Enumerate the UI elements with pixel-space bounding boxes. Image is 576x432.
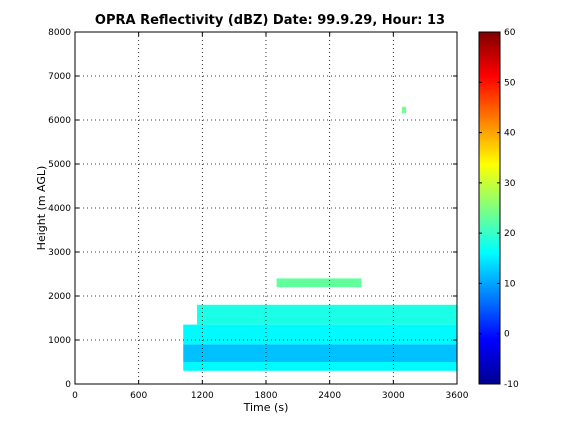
colorbar-tick-label: 50: [504, 78, 516, 88]
x-tick-label: 600: [130, 391, 147, 401]
colorbar-ticks: -10 0 10 20 30 40 50 60: [479, 28, 519, 390]
y-tick-label: 6000: [48, 116, 71, 126]
x-axis-label: Time (s): [243, 401, 289, 414]
y-axis-ticks: 0 1000 2000 3000 4000 5000 6000 7000 8000: [48, 28, 457, 390]
colorbar-tick-label: 60: [504, 28, 516, 38]
heatmap-cell: [276, 278, 362, 288]
colorbar-tick-label: 10: [504, 279, 516, 289]
heatmap-cell: [197, 304, 457, 325]
x-tick-label: 1200: [191, 391, 214, 401]
y-tick-label: 3000: [48, 248, 71, 258]
heatmap-cell: [183, 362, 457, 371]
colorbar: [478, 31, 501, 385]
colorbar-tick-label: 20: [504, 229, 516, 239]
x-tick-label: 3000: [382, 391, 405, 401]
y-tick-label: 8000: [48, 28, 71, 38]
heatmap-cells: [183, 106, 457, 371]
heatmap-cell: [401, 106, 407, 114]
heatmap-cell: [183, 344, 457, 362]
x-tick-label: 1800: [255, 391, 278, 401]
y-tick-label: 2000: [48, 292, 71, 302]
heatmap-cell: [183, 324, 457, 345]
y-tick-label: 7000: [48, 72, 71, 82]
x-tick-label: 2400: [318, 391, 341, 401]
colorbar-tick-label: 40: [504, 129, 516, 139]
grid-lines: [75, 32, 457, 384]
x-axis-ticks: 0 600 1200 1800 2400 3000 3600: [72, 32, 469, 401]
colorbar-tick-label: 30: [504, 179, 516, 189]
y-tick-label: 5000: [48, 160, 71, 170]
x-tick-label: 3600: [446, 391, 469, 401]
y-tick-label: 0: [65, 380, 71, 390]
y-axis-label: Height (m AGL): [35, 166, 48, 251]
y-tick-label: 4000: [48, 204, 71, 214]
colorbar-tick-label: -10: [504, 380, 519, 390]
chart-title: OPRA Reflectivity (dBZ) Date: 99.9.29, H…: [95, 13, 445, 28]
y-tick-label: 1000: [48, 336, 71, 346]
colorbar-tick-label: 0: [504, 330, 510, 340]
x-tick-label: 0: [72, 391, 78, 401]
